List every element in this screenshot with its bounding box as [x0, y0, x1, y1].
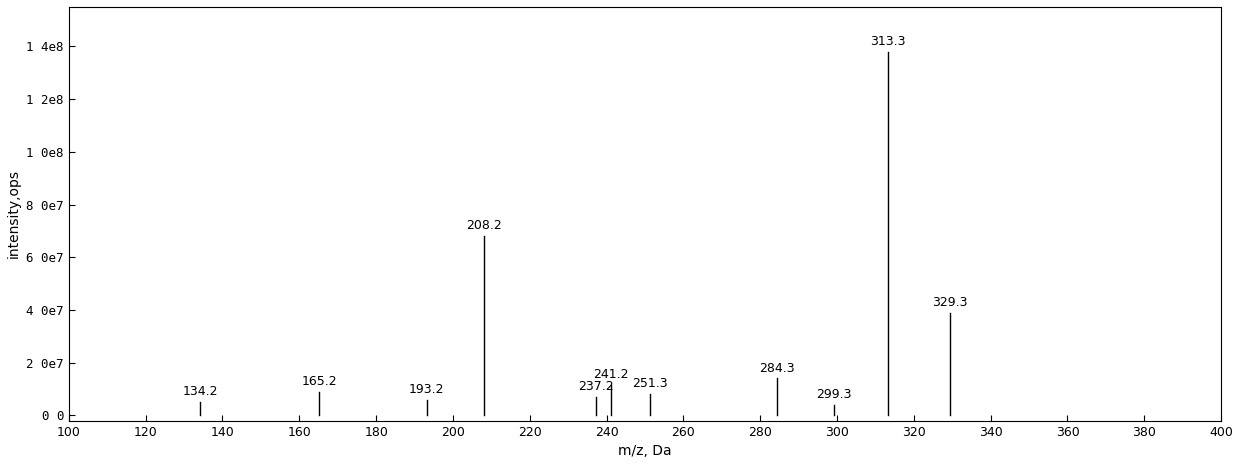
Text: 208.2: 208.2 — [466, 219, 502, 232]
Text: 165.2: 165.2 — [301, 375, 337, 388]
Text: 193.2: 193.2 — [409, 383, 445, 396]
Y-axis label: intensity,ops: intensity,ops — [7, 169, 21, 258]
Text: 299.3: 299.3 — [817, 388, 852, 401]
Text: 251.3: 251.3 — [632, 377, 668, 390]
Text: 329.3: 329.3 — [931, 296, 967, 309]
Text: 284.3: 284.3 — [759, 361, 795, 374]
Text: 313.3: 313.3 — [870, 35, 906, 48]
Text: 134.2: 134.2 — [182, 385, 218, 398]
Text: 237.2: 237.2 — [578, 380, 614, 393]
X-axis label: m/z, Da: m/z, Da — [619, 444, 672, 458]
Text: 241.2: 241.2 — [594, 368, 629, 381]
